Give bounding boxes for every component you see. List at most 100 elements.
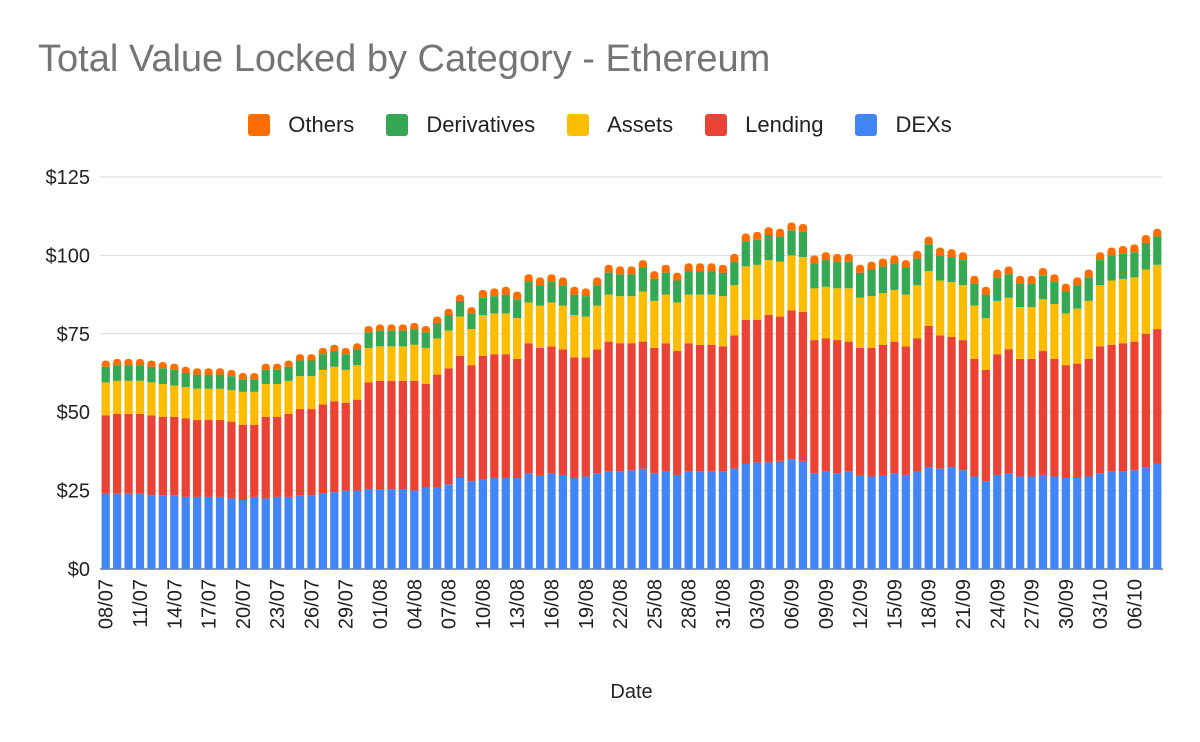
bar-segment-dexs	[730, 468, 739, 569]
bar-segment-lending	[284, 413, 293, 497]
bar-segment-lending	[787, 310, 796, 460]
bar-segment-lending	[981, 369, 990, 482]
bar-segment-assets	[250, 391, 259, 425]
bar-segment-lending	[970, 358, 979, 477]
bar-segment-derivatives	[684, 271, 693, 295]
x-tick-label: 06/09	[782, 579, 804, 629]
bar-segment-derivatives	[1027, 283, 1036, 308]
bar-segment-assets	[490, 313, 499, 355]
bar-segment-assets	[867, 296, 876, 348]
bar-segment-dexs	[113, 493, 122, 569]
bar-segment-assets	[924, 271, 933, 326]
bar-segment-derivatives	[490, 296, 499, 314]
bar-segment-lending	[261, 416, 270, 499]
bar-segment-assets	[375, 346, 385, 381]
bar-segment-lending	[1084, 358, 1093, 477]
bar-segment-derivatives	[1004, 274, 1013, 298]
x-tick-label: 03/10	[1090, 579, 1112, 629]
bar-segment-lending	[581, 357, 590, 477]
bar-segment-lending	[593, 349, 602, 474]
bar-segment-dexs	[638, 468, 648, 569]
bar-segment-lending	[924, 325, 933, 468]
bar-segment-dexs	[124, 493, 133, 569]
bar-segment-assets	[101, 382, 110, 416]
bar-segment-others	[627, 266, 636, 275]
x-tick-label: 03/09	[747, 579, 769, 629]
bar-segment-assets	[1141, 269, 1150, 334]
bar-segment-derivatives	[433, 322, 442, 339]
bar-segment-dexs	[444, 484, 453, 569]
bar-segment-assets	[1084, 300, 1093, 359]
bar-segment-dexs	[284, 496, 293, 569]
bar-segment-assets	[284, 380, 293, 414]
bar-segment-dexs	[1084, 476, 1093, 569]
bar-segment-assets	[993, 300, 1002, 355]
x-tick-label: 19/08	[576, 579, 598, 629]
bar-segment-dexs	[844, 471, 853, 569]
bar-segment-dexs	[524, 473, 533, 569]
bar-segment-others	[1073, 277, 1082, 286]
bar-segment-others	[524, 274, 533, 283]
bar-segment-assets	[1130, 277, 1139, 342]
bar-segment-others	[513, 291, 522, 300]
bar-segment-derivatives	[821, 260, 830, 287]
bar-segment-others	[924, 236, 933, 245]
bar-segment-others	[455, 294, 465, 301]
y-tick-label: $100	[46, 245, 91, 267]
bar-segment-dexs	[181, 496, 190, 569]
y-tick-label: $75	[57, 324, 90, 346]
bar-segment-derivatives	[113, 365, 122, 381]
chart-title: Total Value Locked by Category - Ethereu…	[38, 38, 771, 80]
bar-segment-others	[1084, 269, 1093, 278]
bar-segment-lending	[490, 354, 499, 479]
bar-segment-assets	[1038, 299, 1048, 352]
bar-segment-derivatives	[753, 239, 762, 265]
bar-segment-dexs	[833, 473, 842, 569]
bar-segment-derivatives	[238, 379, 247, 392]
bar-segment-dexs	[913, 471, 922, 569]
x-tick-label: 21/09	[953, 579, 975, 629]
bar-segment-others	[1027, 275, 1036, 284]
bar-segment-dexs	[947, 467, 956, 569]
bar-segment-assets	[1004, 297, 1013, 350]
bar-segment-dexs	[455, 478, 465, 569]
bar-segment-lending	[204, 420, 213, 497]
bar-segment-derivatives	[421, 332, 430, 348]
bar-segment-assets	[455, 316, 465, 356]
bar-segment-lending	[341, 402, 350, 491]
bar-segment-derivatives	[958, 260, 968, 286]
bar-segment-others	[570, 286, 579, 295]
bar-segment-others	[764, 227, 773, 236]
bar-segment-dexs	[787, 459, 796, 569]
bar-segment-dexs	[193, 496, 202, 569]
bar-segment-others	[661, 264, 670, 273]
bar-segment-assets	[433, 338, 442, 375]
bar-segment-assets	[935, 280, 945, 336]
bar-segment-dexs	[1004, 473, 1013, 569]
bar-segment-assets	[730, 285, 739, 336]
bar-segment-others	[867, 261, 876, 270]
bar-segment-dexs	[935, 468, 945, 569]
bar-segment-derivatives	[730, 261, 739, 286]
bar-segment-assets	[535, 305, 545, 348]
bar-segment-dexs	[604, 471, 613, 569]
bar-segment-dexs	[490, 478, 499, 569]
bar-segment-lending	[627, 343, 636, 471]
bar-segment-assets	[741, 266, 750, 320]
bar-segment-assets	[844, 288, 853, 342]
bar-segment-dexs	[684, 471, 693, 569]
bar-segment-dexs	[1096, 473, 1105, 569]
bar-segment-others	[810, 255, 819, 264]
bar-segment-dexs	[215, 496, 225, 569]
y-tick-label: $0	[68, 559, 90, 581]
bar-segment-derivatives	[1061, 291, 1070, 314]
bar-segment-assets	[135, 380, 145, 414]
legend-swatch	[567, 114, 590, 136]
bar-segment-assets	[398, 346, 408, 381]
bar-segment-others	[970, 275, 979, 284]
bar-segment-derivatives	[513, 299, 522, 319]
bar-segment-lending	[684, 343, 693, 472]
chart-legend: Others Derivatives Assets Lending DEXs	[0, 110, 1200, 140]
bar-segment-lending	[1130, 341, 1139, 471]
